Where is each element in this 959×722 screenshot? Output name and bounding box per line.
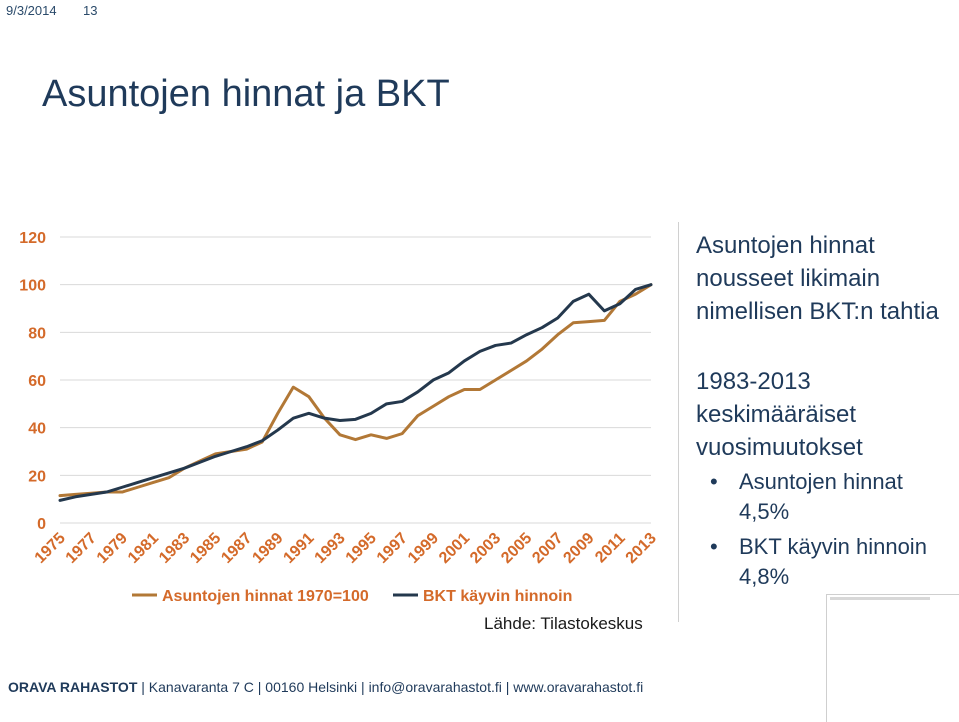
footer-separator: | [505,679,510,695]
series-line-housing-prices [58,283,653,498]
y-tick-label: 120 [19,230,46,247]
legend-label-gdp: BKT käyvin hinnoin [423,588,572,605]
footer-website[interactable]: www.oravarahastot.fi [513,679,644,695]
x-tick-label: 1991 [280,530,317,567]
source-note: Lähde: Tilastokeskus [484,614,643,633]
x-tick-label: 2013 [623,530,660,567]
x-tick-label: 2003 [467,530,504,567]
x-tick-label: 1981 [125,530,162,567]
x-tick-label: 1997 [374,530,411,567]
footer: ORAVA RAHASTOT | Kanavaranta 7 C | 00160… [8,679,643,695]
x-tick-label: 1987 [218,530,255,567]
y-tick-label: 20 [28,468,46,485]
footer-city: 00160 Helsinki [265,679,358,695]
y-tick-label: 100 [19,278,46,295]
footer-separator: | [141,679,145,695]
legend-label-housing: Asuntojen hinnat 1970=100 [162,588,369,605]
footer-email[interactable]: info@oravarahastot.fi [368,679,502,695]
y-axis-ticks: 0 20 40 60 80 100 120 [19,230,46,533]
footer-separator: | [257,679,262,695]
chart-legend: Asuntojen hinnat 1970=100 BKT käyvin hin… [132,588,572,605]
x-tick-label: 2011 [592,530,629,567]
x-tick-label: 1999 [405,530,442,567]
bullet-text: Asuntojen hinnat 4,5% [739,469,903,524]
thumbnail-strip [830,597,930,600]
footer-address: Kanavaranta 7 C [148,679,254,695]
x-tick-label: 2005 [498,530,535,567]
x-tick-label: 2009 [560,530,597,567]
line-chart: 0 20 40 60 80 100 120 197519771979198119831985… [19,230,660,605]
x-tick-label: 1983 [156,530,193,567]
y-tick-label: 80 [28,325,46,342]
x-axis-ticks: 1975197719791981198319851987198919911993… [32,530,660,567]
summary-text: Asuntojen hinnat nousseet likimain nimel… [696,232,939,325]
x-tick-label: 2007 [529,530,566,567]
bullet-dot-icon: • [710,469,718,494]
x-tick-label: 1993 [312,530,349,567]
slide-thumbnail [826,594,959,722]
series-lines [58,283,653,502]
x-tick-label: 1995 [343,530,380,567]
y-tick-label: 60 [28,373,46,390]
page-number: 13 [83,3,98,18]
footer-separator: | [361,679,365,695]
bullet-text: BKT käyvin hinnoin 4,8% [739,534,927,589]
x-tick-label: 1985 [187,530,224,567]
vertical-divider [678,222,679,622]
y-tick-label: 40 [28,421,46,438]
footer-company: ORAVA RAHASTOT [8,679,138,695]
y-tick-label: 0 [37,516,46,533]
x-tick-label: 2001 [436,530,473,567]
x-tick-label: 1977 [63,530,100,567]
slide-date: 9/3/2014 [6,3,57,18]
bullet-dot-icon: • [710,534,718,559]
x-tick-label: 1989 [249,530,286,567]
series-line-gdp [58,283,653,502]
average-changes-heading: 1983-2013 keskimääräiset vuosimuutokset [696,368,863,461]
slide-title: Asuntojen hinnat ja BKT [42,73,450,115]
x-tick-label: 1979 [94,530,131,567]
x-tick-label: 1975 [32,530,69,567]
